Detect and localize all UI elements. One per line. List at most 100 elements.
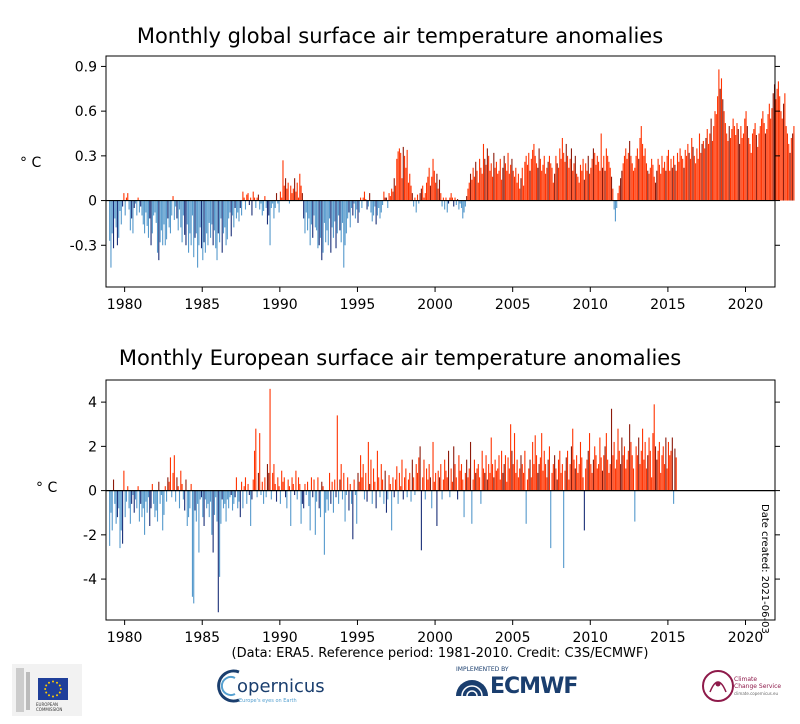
global-bar	[167, 200, 169, 219]
global-bar	[299, 173, 301, 201]
global-bar	[277, 200, 279, 204]
europe-bar	[274, 483, 276, 491]
global-x-tick-label: 2005	[495, 297, 531, 313]
europe-bar	[283, 477, 285, 491]
europe-bar	[268, 472, 270, 491]
global-bar	[523, 185, 525, 201]
global-bar	[459, 200, 461, 204]
europe-bar	[550, 490, 552, 549]
europe-y-tick-label: 0	[88, 484, 97, 500]
europe-bar	[614, 468, 616, 491]
europe-bar	[277, 477, 279, 491]
europe-bar	[296, 490, 298, 500]
global-bar	[777, 81, 779, 201]
europe-bar	[669, 455, 671, 491]
europe-bar	[649, 450, 651, 491]
global-bar	[767, 114, 769, 201]
europe-bar	[300, 490, 302, 524]
europe-bar	[202, 490, 204, 518]
global-bar	[645, 163, 648, 201]
global-bar	[706, 129, 708, 201]
global-bar	[718, 69, 720, 201]
global-bar	[372, 200, 375, 216]
global-bar	[667, 149, 669, 201]
europe-bar	[648, 437, 650, 491]
europe-bar	[394, 479, 397, 491]
europe-bar	[673, 490, 675, 504]
europe-bar	[427, 479, 429, 491]
global-bar	[671, 167, 673, 201]
global-bar	[759, 126, 761, 201]
global-bar	[726, 133, 728, 201]
global-bar	[648, 173, 650, 201]
europe-bar	[349, 483, 351, 491]
global-bar	[124, 200, 126, 216]
global-bar	[229, 200, 231, 213]
europe-bar	[255, 428, 257, 491]
europe-bar	[225, 490, 227, 522]
global-bar	[146, 200, 148, 226]
europe-bar	[203, 490, 205, 526]
europe-bar	[115, 490, 117, 524]
global-bar	[366, 200, 368, 210]
global-bar	[388, 193, 390, 201]
europe-bar	[574, 468, 576, 491]
europe-bar	[411, 459, 413, 491]
europe-x-tick-label: 1980	[107, 630, 143, 646]
global-bar	[625, 148, 627, 201]
global-bar	[199, 200, 201, 228]
global-bar	[448, 200, 450, 204]
global-bar	[307, 200, 309, 231]
europe-bar	[542, 470, 544, 491]
global-bar	[455, 200, 457, 206]
global-bar	[225, 200, 227, 246]
europe-bar	[400, 486, 402, 491]
global-bar	[622, 163, 624, 201]
europe-bar	[177, 486, 179, 491]
europe-bar	[128, 490, 130, 509]
europe-bar	[642, 428, 644, 491]
global-bar	[693, 155, 695, 201]
global-bar	[618, 185, 620, 201]
global-bar	[394, 185, 397, 201]
europe-bar	[226, 490, 228, 500]
global-bar	[125, 197, 128, 201]
global-bar	[233, 200, 235, 228]
global-bar	[635, 155, 637, 201]
global-bar	[316, 200, 318, 231]
global-bar	[416, 194, 419, 201]
europe-bar	[640, 450, 642, 491]
europe-bar	[502, 472, 504, 491]
europe-bar	[238, 490, 240, 502]
europe-bar	[453, 446, 455, 491]
global-bar	[516, 182, 518, 201]
europe-bar	[261, 481, 263, 491]
global-bar	[579, 164, 582, 201]
europe-bar	[398, 472, 400, 491]
global-bar	[673, 155, 675, 201]
europe-bar	[314, 490, 316, 535]
europe-bar	[652, 433, 654, 491]
europe-bar	[307, 481, 309, 491]
europe-bar	[237, 490, 239, 509]
europe-bar	[114, 490, 116, 504]
europe-bar	[110, 490, 112, 513]
global-bar	[490, 163, 492, 201]
europe-bar	[410, 490, 412, 502]
europe-bar	[169, 457, 171, 491]
europe-bar	[269, 388, 271, 491]
global-y-tick-label: 0.3	[75, 149, 97, 165]
global-bar	[349, 200, 351, 228]
global-bar	[772, 93, 774, 201]
europe-bar	[142, 490, 144, 509]
global-bar	[702, 140, 704, 201]
europe-bar	[325, 490, 327, 513]
global-bar	[222, 200, 225, 234]
global-bar	[431, 176, 433, 201]
global-bar	[569, 158, 571, 201]
europe-bar	[371, 490, 373, 504]
europe-bar	[629, 424, 631, 491]
europe-bar	[207, 490, 209, 504]
global-bar	[344, 200, 346, 246]
global-bar	[309, 200, 311, 246]
